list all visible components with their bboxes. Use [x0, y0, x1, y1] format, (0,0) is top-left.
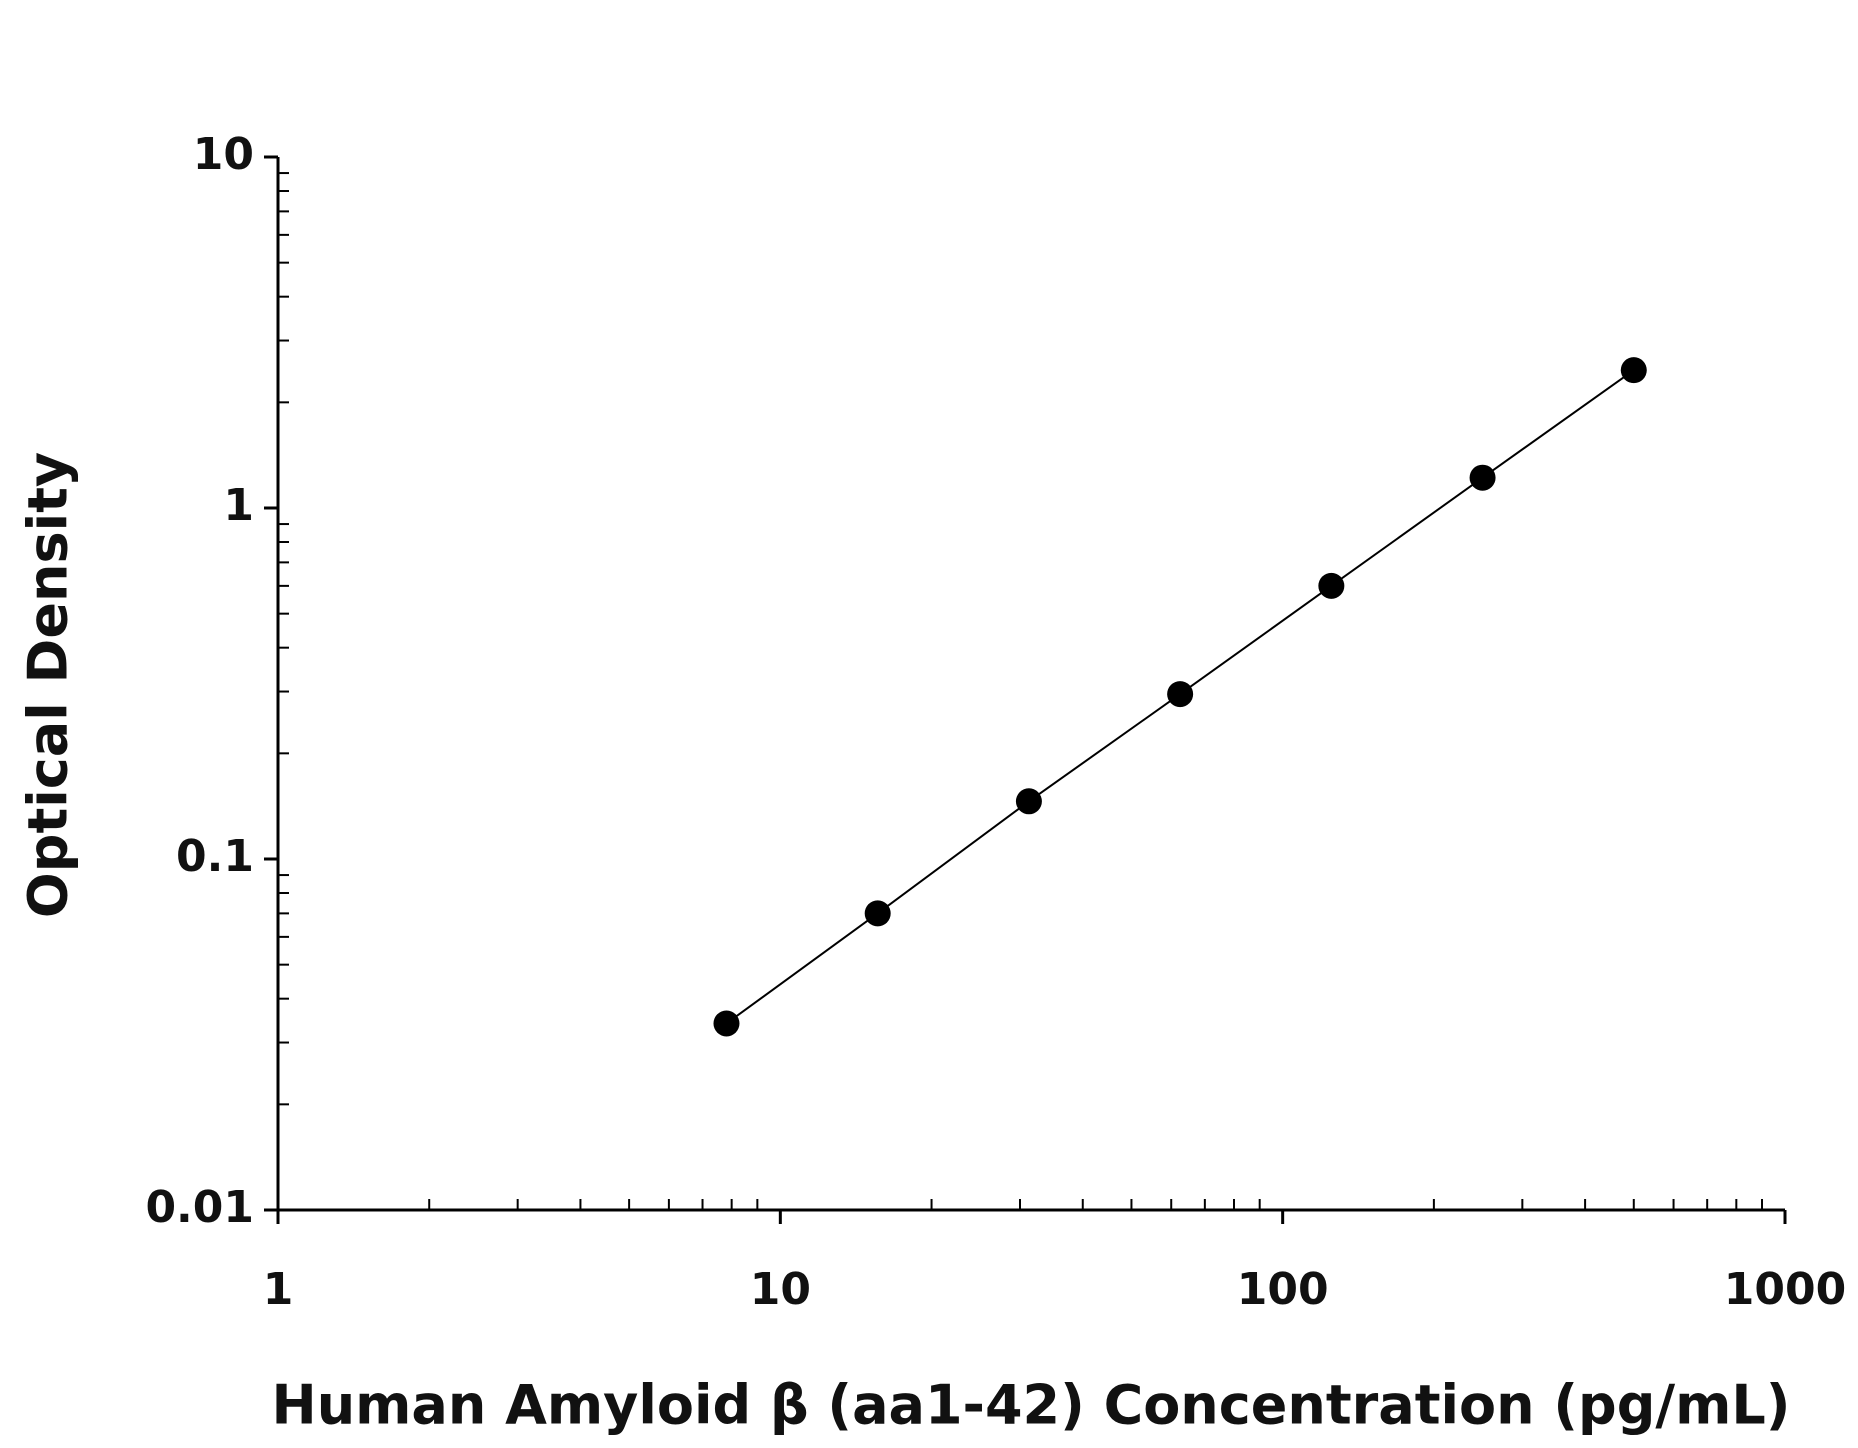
y-tick-label: 1 [223, 480, 254, 531]
data-point [1167, 681, 1194, 708]
y-axis-title: Optical Density [17, 452, 80, 918]
data-point [713, 1010, 740, 1037]
x-tick-label: 1000 [1724, 1264, 1846, 1315]
x-tick-label: 100 [1237, 1264, 1329, 1315]
data-point [1015, 788, 1042, 815]
x-axis-title: Human Amyloid β (aa1-42) Concentration (… [272, 1374, 1791, 1437]
y-tick-label: 0.01 [145, 1182, 254, 1233]
x-tick-label: 10 [750, 1264, 811, 1315]
y-tick-label: 10 [193, 129, 254, 180]
data-point [1620, 357, 1647, 384]
y-tick-label: 0.1 [176, 831, 254, 882]
data-point [864, 900, 891, 927]
data-point [1318, 572, 1345, 599]
x-tick-label: 1 [263, 1264, 294, 1315]
data-point [1469, 464, 1496, 491]
